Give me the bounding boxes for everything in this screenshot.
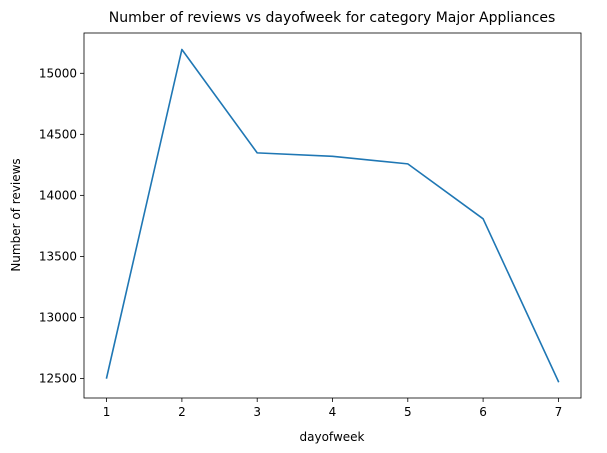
x-tick-label: 3 [253,405,261,419]
y-tick-label: 13000 [39,310,77,324]
x-tick-label: 4 [329,405,337,419]
y-tick-label: 14500 [39,127,77,141]
x-tick-label: 7 [555,405,563,419]
x-tick-label: 6 [479,405,487,419]
y-tick-label: 15000 [39,66,77,80]
series-line [105,48,560,383]
x-tick-label: 1 [103,405,111,419]
y-tick-label: 12500 [39,371,77,385]
axis-ticks: 1 2 3 4 5 6 7 12500 13000 13500 14000 14500 15000 [39,66,562,419]
x-tick-label: 2 [178,405,186,419]
y-axis-label: Number of reviews [9,158,23,271]
y-tick-label: 14000 [39,188,77,202]
series-group [105,48,560,383]
chart-title: Number of reviews vs dayofweek for categ… [109,10,555,26]
x-tick-label: 5 [404,405,412,419]
plot-frame [83,32,582,399]
x-axis-label: dayofweek [300,430,365,444]
y-tick-label: 13500 [39,249,77,263]
